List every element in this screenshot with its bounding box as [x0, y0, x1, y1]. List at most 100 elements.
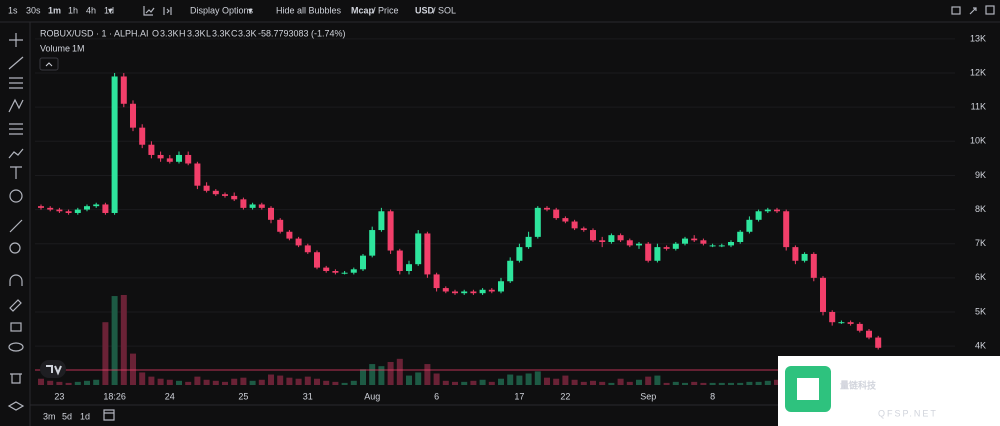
volume-bar [571, 379, 578, 385]
candle-body [479, 289, 486, 294]
volume-bar [176, 380, 182, 385]
tool-text[interactable] [10, 166, 22, 179]
y-tick-label: 9K [975, 170, 986, 180]
timeframe[interactable]: 30s [26, 5, 41, 15]
volume-bar [387, 361, 394, 385]
range-button[interactable]: 5d [62, 411, 72, 421]
volume-bar [774, 379, 780, 385]
volume-bar [406, 375, 412, 385]
x-tick-label: 8 [710, 391, 715, 401]
volume-bar [286, 377, 293, 385]
tool-trash[interactable] [10, 373, 22, 384]
icon-fullscreen[interactable] [985, 5, 995, 15]
timeframe[interactable]: 1s [8, 5, 18, 15]
candle-body [415, 233, 422, 265]
candle-body [792, 247, 799, 261]
range-button[interactable]: 1d [80, 411, 90, 421]
volume-bar [212, 380, 219, 385]
hide-bubbles[interactable]: Hide all Bubbles [276, 5, 342, 15]
tool-brush[interactable] [8, 148, 24, 159]
candle-body [360, 255, 366, 270]
candle-body [866, 330, 872, 338]
price-toggle[interactable]: / Price [373, 5, 399, 15]
mcap-toggle[interactable]: Mcap [351, 5, 375, 15]
volume-bar [74, 381, 81, 385]
volume-bar [148, 376, 155, 385]
candle-body [268, 207, 274, 220]
tool-ruler[interactable] [9, 219, 23, 233]
candle-body [672, 243, 679, 249]
icon-camera[interactable] [951, 6, 961, 15]
volume-bar [746, 381, 753, 385]
x-tick-label: Sep [640, 391, 656, 401]
volume-bar [516, 375, 523, 385]
timeframe[interactable]: 1d [104, 5, 114, 15]
volume-bar [341, 382, 348, 385]
candle-body [194, 163, 201, 186]
x-tick-label: 22 [560, 391, 570, 401]
y-tick-label: 5K [975, 306, 986, 316]
tool-pattern[interactable] [8, 98, 24, 113]
display-options[interactable]: Display Options [190, 5, 254, 15]
tool-cross[interactable] [9, 33, 23, 47]
usd-toggle[interactable]: USD [415, 5, 435, 15]
x-tick-label: 24 [165, 391, 175, 401]
tool-lock-draw[interactable] [9, 299, 22, 312]
volume-bar [580, 381, 587, 385]
candle-body [544, 207, 550, 210]
candle-body [488, 289, 495, 292]
drawing-tools [7, 33, 25, 411]
candle-body [93, 204, 100, 207]
icon-calendar[interactable] [103, 409, 115, 421]
candle-body [829, 311, 836, 323]
volume-bar [350, 380, 357, 385]
candle-body [452, 291, 458, 294]
icon-expand[interactable] [969, 7, 977, 15]
timeframe[interactable]: 4h [86, 5, 96, 15]
candle-body [783, 211, 790, 248]
y-tick-label: 10K [970, 136, 986, 146]
y-tick-label: 6K [975, 272, 986, 282]
volume-bar [314, 378, 320, 385]
tool-layers[interactable] [7, 401, 25, 411]
tool-emoji[interactable] [9, 189, 23, 203]
candle-body [157, 154, 164, 159]
candle-body [838, 322, 845, 324]
candle-body [378, 211, 385, 231]
legend: ROBUX/USD · 1 · ALPH.AI O 3.3K H 3.3K L … [39, 28, 346, 71]
timeframe[interactable]: 1h [68, 5, 78, 15]
collapse-icon [45, 62, 53, 67]
volume-bar [332, 381, 339, 385]
timeframe[interactable]: 1m [48, 5, 61, 15]
collapse-button[interactable] [39, 57, 59, 71]
icon-compare[interactable] [163, 7, 172, 15]
tool-line[interactable] [8, 56, 24, 70]
volume-bar [718, 382, 725, 385]
tool-fib[interactable] [9, 123, 23, 135]
candle-body [498, 281, 504, 292]
caret: ▾ [248, 5, 253, 15]
candle-body [286, 231, 293, 239]
volume-bar [442, 380, 449, 385]
volume-bar [728, 382, 734, 385]
range-button[interactable]: 3m [43, 411, 56, 421]
volume-bar [277, 375, 284, 385]
icon-indicators[interactable] [143, 6, 155, 16]
tool-lock[interactable] [10, 322, 22, 332]
volume-bar [166, 379, 173, 385]
y-tick-label: 7K [975, 238, 986, 248]
candle-body [47, 207, 54, 210]
volume-bar [488, 381, 495, 385]
volume-bar [360, 369, 366, 385]
candle-body [148, 144, 155, 155]
candle-body [396, 250, 403, 272]
tool-zoom[interactable] [9, 242, 21, 254]
tool-channel[interactable] [9, 77, 23, 89]
candle-body [746, 219, 753, 232]
tool-eye[interactable] [8, 342, 24, 352]
sol-toggle[interactable]: / SOL [433, 5, 456, 15]
candle-body [314, 252, 320, 268]
tool-magnet[interactable] [9, 274, 23, 286]
